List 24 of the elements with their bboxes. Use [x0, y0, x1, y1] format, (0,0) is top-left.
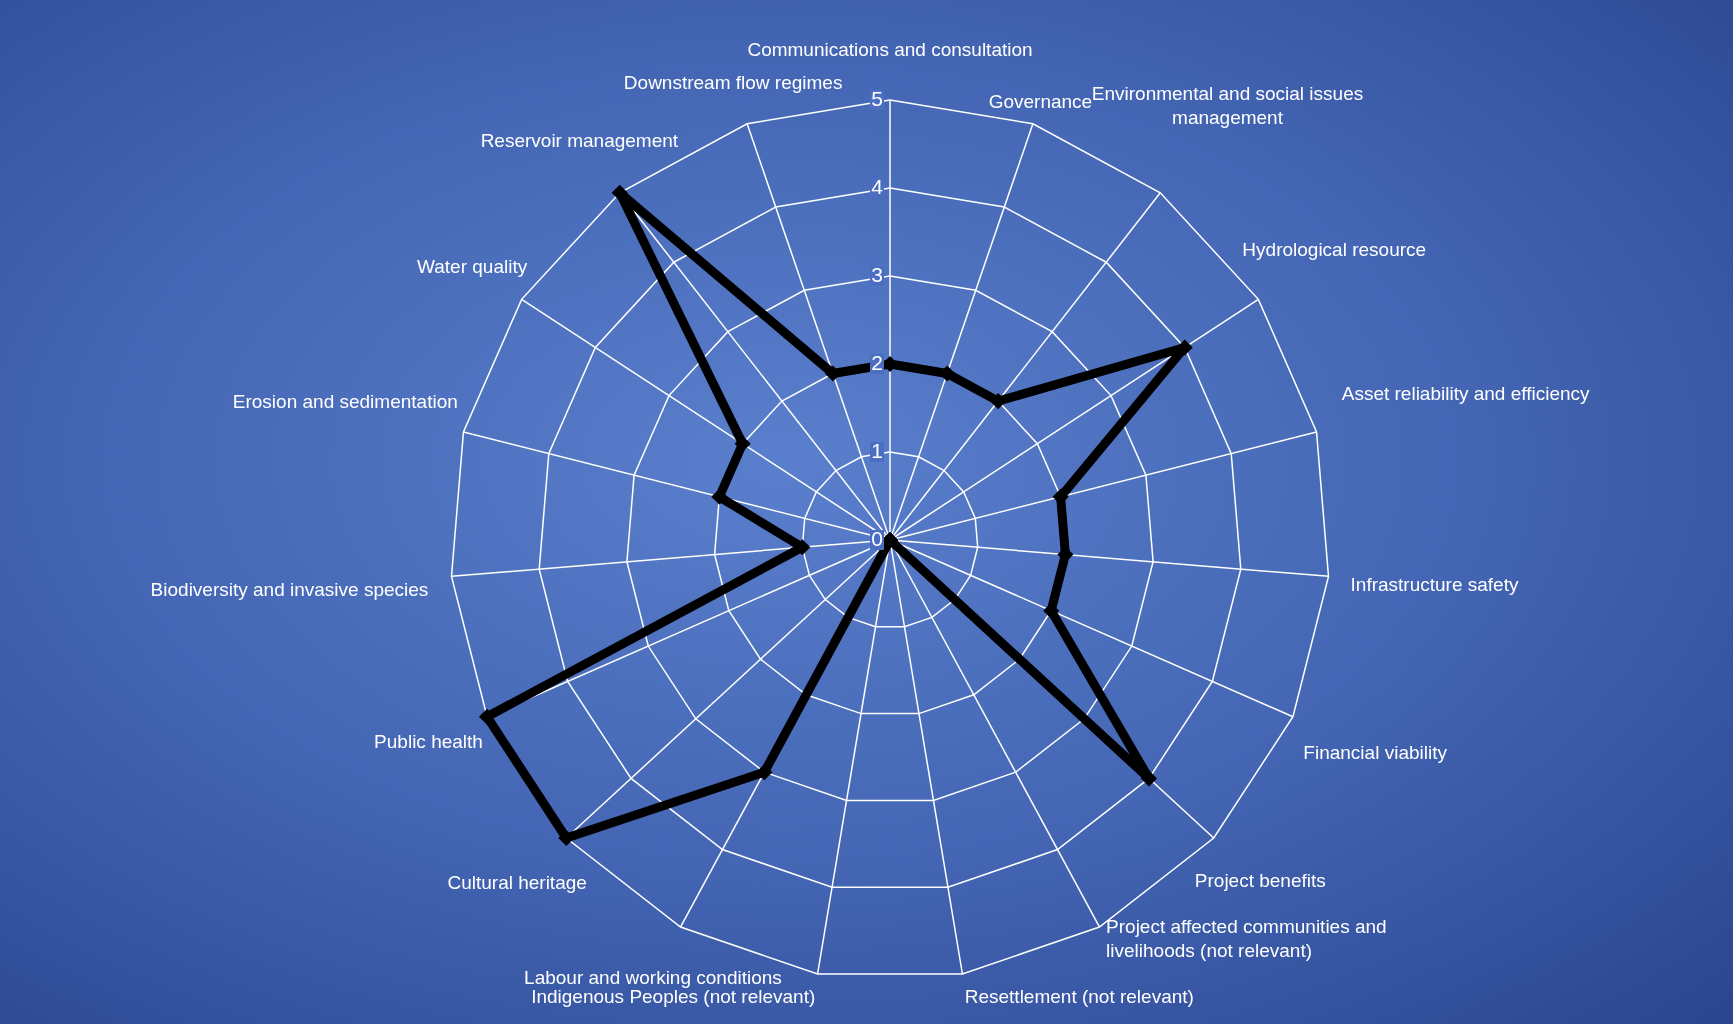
- spoke-label: Water quality: [417, 255, 528, 277]
- y-tick-label: 4: [871, 175, 884, 198]
- spoke-label: Communications and consultation: [747, 39, 1033, 60]
- y-tick-label: 1: [871, 439, 883, 462]
- spoke-label: Environmental and social issues management: [1091, 83, 1364, 129]
- spoke-label: Labour and working conditions: [524, 967, 782, 988]
- spoke-label: Governance: [988, 90, 1093, 112]
- spoke-label: Biodiversity and invasive species: [150, 578, 429, 600]
- spoke-label: Reservoir management: [480, 129, 679, 151]
- spoke-label: Erosion and sedimentation: [232, 391, 458, 413]
- y-tick-label: 2: [871, 351, 883, 374]
- spoke-label: Cultural heritage: [447, 872, 587, 894]
- spoke-label: Downstream flow regimes: [623, 72, 843, 94]
- spoke-label: Asset reliability and efficiency: [1341, 383, 1591, 405]
- spoke-label: Public health: [374, 731, 483, 753]
- spoke-label: Financial viability: [1303, 741, 1448, 763]
- y-tick-label: 0: [871, 527, 883, 550]
- spoke-label: Project benefits: [1194, 869, 1326, 891]
- y-tick-label: 3: [871, 263, 883, 286]
- spoke-label: Hydrological resource: [1242, 238, 1427, 260]
- spoke-label: Resettlement (not relevant): [964, 985, 1194, 1007]
- spoke-label: Project affected communities and livelihoods (not relevant): [1106, 916, 1387, 962]
- y-tick-label: 5: [871, 87, 883, 110]
- spoke-label: Infrastructure safety: [1350, 574, 1519, 596]
